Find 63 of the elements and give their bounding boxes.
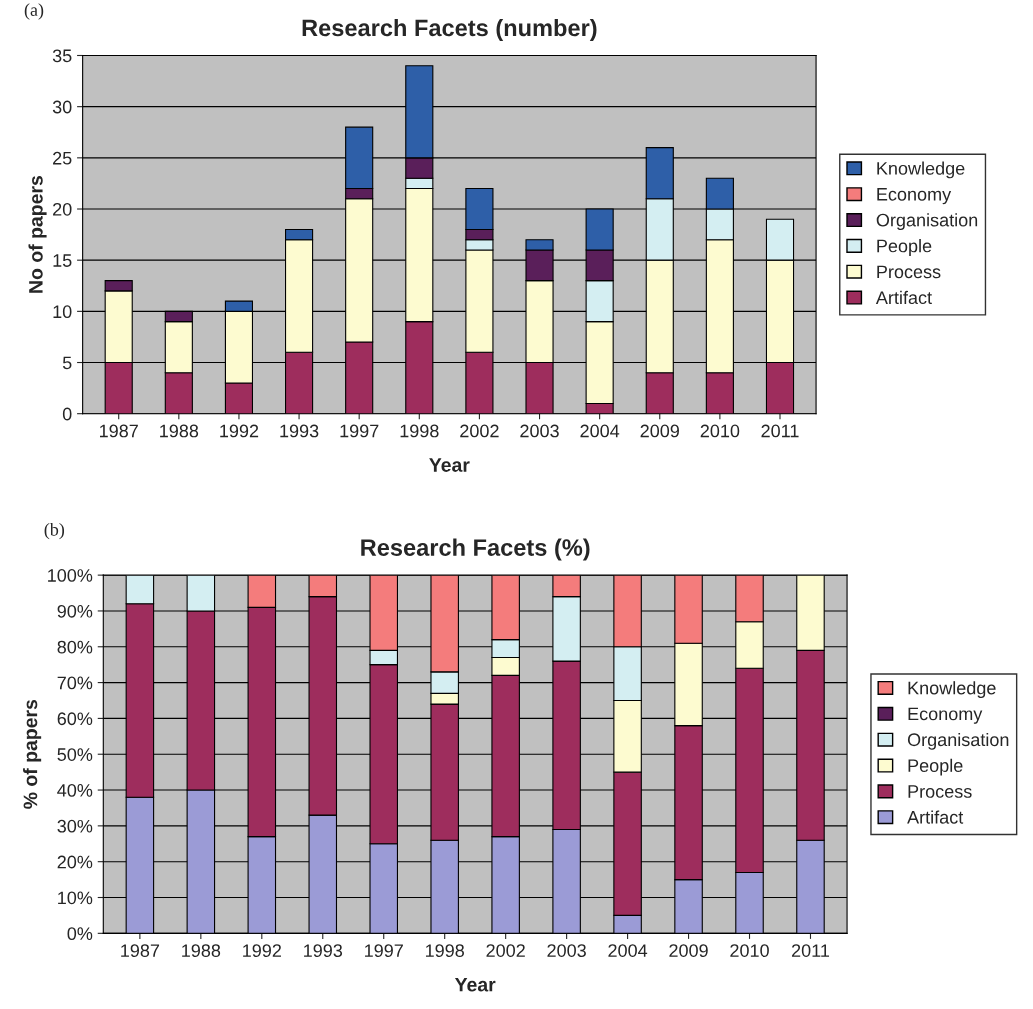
x-tick-label: 2010	[700, 424, 740, 438]
y-tick-label: 100%	[48, 569, 93, 582]
y-axis-title: No of papers	[28, 175, 47, 293]
y-tick-label: 20%	[57, 855, 93, 869]
legend-label: Organisation	[907, 732, 1009, 750]
x-tick-label: 1993	[280, 424, 319, 438]
y-tick-label: 20	[53, 202, 72, 216]
y-tick-label: 10%	[58, 891, 93, 905]
y-tick-label: 0	[62, 407, 72, 421]
x-tick-label: 2004	[608, 944, 648, 957]
y-tick-label: 80%	[57, 640, 93, 654]
x-tick-label: 1988	[182, 944, 221, 957]
legend-label: Artifact	[875, 290, 932, 305]
x-tick-label: 2003	[520, 424, 559, 438]
x-tick-label: 1988	[160, 424, 199, 438]
x-tick-label: 2002	[460, 424, 499, 438]
x-tick-label: 2009	[640, 424, 679, 438]
y-tick-label: 0%	[67, 927, 93, 941]
x-tick-label: 2009	[669, 944, 708, 957]
y-tick-label: 15	[53, 254, 72, 267]
y-tick-label: 25	[53, 151, 72, 165]
legend-label: Artifact	[907, 810, 964, 824]
chart-title: Research Facets (number)	[302, 18, 597, 41]
x-tick-label: 2011	[791, 944, 830, 957]
x-tick-label: 2011	[761, 424, 799, 438]
x-axis-title: Year	[454, 977, 496, 992]
y-tick-label: 60%	[57, 712, 93, 726]
legend-label: Economy	[877, 188, 952, 205]
y-tick-label: 10	[53, 305, 72, 319]
legend-label: Knowledge	[877, 161, 965, 179]
x-tick-label: 1998	[425, 944, 464, 957]
x-tick-label: 1997	[340, 424, 379, 438]
text: (b)	[44, 522, 65, 540]
legend-label: People	[877, 239, 932, 256]
legend-label: Economy	[908, 707, 983, 724]
legend-label: People	[908, 758, 963, 776]
x-axis-title: Year	[429, 458, 470, 472]
y-tick-label: 90%	[57, 604, 93, 618]
x-tick-label: 1993	[304, 944, 343, 957]
y-tick-label: 30	[52, 100, 72, 114]
legend-label: Process	[908, 785, 972, 798]
x-tick-label: 2010	[730, 944, 769, 957]
y-axis-title: % of papers	[23, 699, 42, 809]
chart-title: Research Facets (%)	[361, 538, 590, 561]
x-tick-label: 1992	[243, 944, 281, 957]
x-tick-label: 2002	[486, 944, 525, 957]
y-tick-label: 5	[62, 356, 72, 370]
x-tick-label: 1987	[100, 424, 138, 438]
legend-label: Process	[877, 265, 941, 279]
text: (a)	[24, 3, 44, 20]
y-tick-label: 70%	[57, 676, 93, 690]
y-tick-label: 40%	[57, 783, 93, 797]
x-tick-label: 2003	[547, 944, 586, 957]
y-tick-label: 50%	[57, 748, 93, 761]
x-tick-label: 1987	[121, 944, 160, 957]
x-tick-label: 2004	[580, 424, 620, 438]
x-tick-label: 1998	[400, 424, 439, 438]
y-tick-label: 35	[52, 49, 72, 63]
x-tick-label: 1992	[220, 424, 259, 438]
y-tick-label: 30%	[57, 819, 93, 833]
legend-label: Organisation	[876, 213, 978, 231]
legend-label: Knowledge	[908, 681, 996, 698]
x-tick-label: 1997	[365, 944, 403, 957]
